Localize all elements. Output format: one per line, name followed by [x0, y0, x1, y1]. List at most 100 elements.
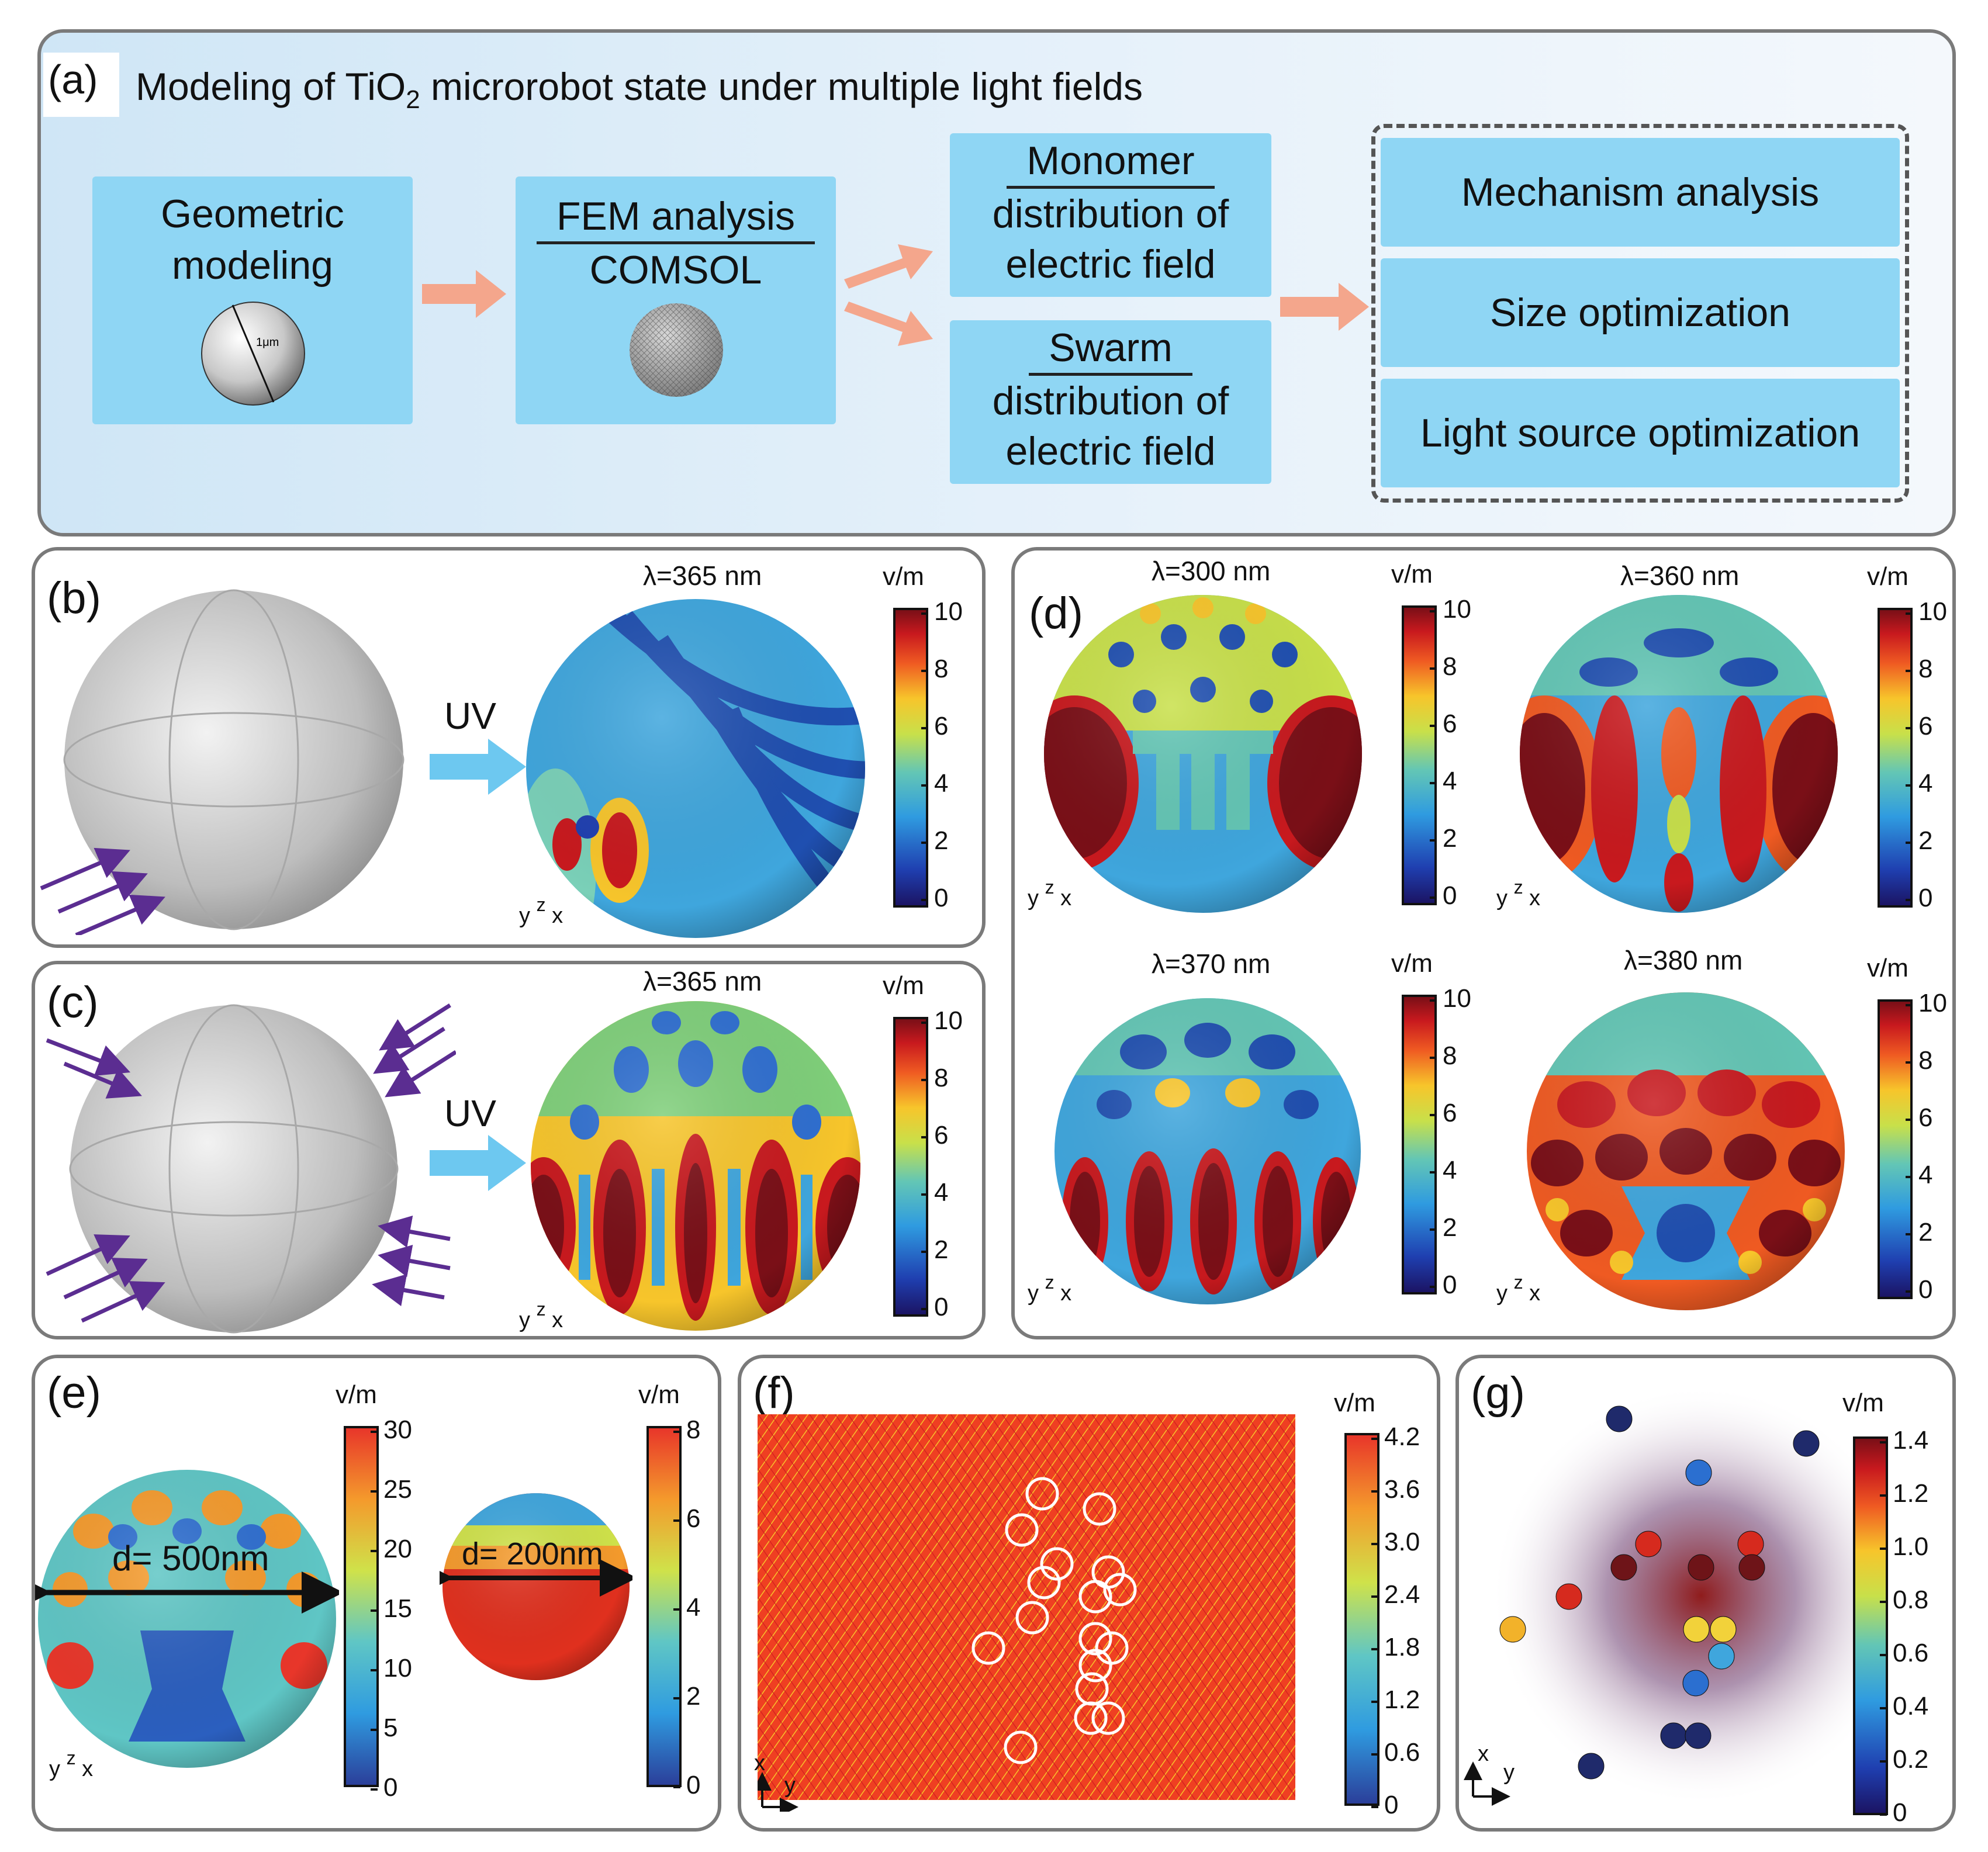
- wavelength-d1: λ=300 nm: [1152, 556, 1271, 586]
- colorbar-d4-tick-mark: [1906, 1176, 1913, 1178]
- colorbar-g-tick-label: 0.8: [1893, 1586, 1929, 1614]
- colorbar-e2-tick-label: 6: [686, 1504, 701, 1533]
- label-d: (d): [1029, 589, 1083, 638]
- colorbar-d1-tick-mark: [1430, 896, 1437, 899]
- colorbar-g-tick-label: 1.2: [1893, 1479, 1929, 1508]
- colorbar-d1: [1402, 605, 1437, 905]
- uv-arrow-c-icon: [430, 1135, 526, 1191]
- colorbar-e1-tick-mark: [371, 1788, 378, 1791]
- colorbar-f-tick-label: 2.4: [1384, 1580, 1420, 1609]
- colorbar-d4-tick-label: 0: [1918, 1275, 1933, 1304]
- colorbar-d4-tick-label: 10: [1918, 989, 1947, 1017]
- colorbar-g-tick-label: 1.4: [1893, 1426, 1929, 1455]
- colorbar-d4-tick-mark: [1906, 1119, 1913, 1121]
- colorbar-d3-tick-label: 0: [1443, 1271, 1457, 1299]
- colorbar-d3-tick-label: 10: [1443, 984, 1471, 1013]
- colorbar-e1-tick-label: 10: [383, 1654, 412, 1683]
- colorbar-f-tick-label: 3.0: [1384, 1528, 1420, 1556]
- unit-g: v/m: [1842, 1389, 1884, 1417]
- colorbar-c-tick-label: 2: [934, 1235, 949, 1264]
- colorbar-g-tick-mark: [1880, 1441, 1887, 1443]
- panel-a-title: Modeling of TiO2 microrobot state under …: [136, 65, 1143, 115]
- arrow-down-icon: [844, 302, 933, 346]
- sphere-mesh-icon: [630, 303, 723, 397]
- colorbar-e2-tick-mark: [673, 1608, 680, 1611]
- colorbar-d4-tick-mark: [1906, 1290, 1913, 1293]
- colorbar-c-tick-mark: [921, 1136, 928, 1138]
- swarm-particles-g: [1464, 1385, 1871, 1806]
- colorbar-f-tick-label: 4.2: [1384, 1422, 1420, 1451]
- colorbar-d1-tick-label: 6: [1443, 709, 1457, 738]
- colorbar-e2-tick-mark: [673, 1786, 680, 1788]
- colorbar-c-tick-label: 8: [934, 1064, 949, 1092]
- colorbar-c-tick-mark: [921, 1022, 928, 1024]
- colorbar-d2-tick-mark: [1906, 727, 1913, 729]
- colorbar-e2-tick-mark: [673, 1431, 680, 1433]
- output-light-source-optimization: Light source optimization: [1381, 379, 1900, 487]
- box-geometric-modeling: Geometric modeling 1μm: [92, 176, 413, 424]
- colorbar-d3-tick-mark: [1430, 1114, 1437, 1116]
- colorbar-c-tick-mark: [921, 1193, 928, 1196]
- colorbar-d4: [1878, 999, 1913, 1299]
- colorbar-b-tick-mark: [921, 899, 928, 901]
- colorbar-b-tick-label: 10: [934, 597, 963, 626]
- axes-d2: y z x: [1496, 877, 1541, 911]
- axes-e: y z x: [49, 1747, 94, 1781]
- colorbar-f-tick-label: 3.6: [1384, 1475, 1420, 1504]
- colorbar-e2-tick-label: 4: [686, 1593, 701, 1622]
- geometric-line-1: Geometric: [161, 192, 344, 236]
- axis-g-x: x: [1478, 1742, 1489, 1766]
- colorbar-e1-tick-mark: [371, 1669, 378, 1671]
- colorbar-d1-tick-mark: [1430, 839, 1437, 842]
- heatmap-sphere-e-small: [440, 1493, 632, 1680]
- wavelength-d3: λ=370 nm: [1152, 948, 1271, 979]
- heatmap-sphere-c: [531, 1001, 860, 1331]
- colorbar-d1-tick-label: 0: [1443, 881, 1457, 910]
- swarm-line-2: distribution of: [992, 379, 1229, 423]
- geometric-line-2: modeling: [172, 243, 333, 288]
- unit-d2: v/m: [1867, 562, 1909, 591]
- colorbar-f-tick-mark: [1371, 1806, 1378, 1808]
- colorbar-c: [893, 1017, 928, 1317]
- axis-f-y: y: [784, 1773, 796, 1798]
- colorbar-d3: [1402, 995, 1437, 1294]
- colorbar-e1-tick-label: 30: [383, 1415, 412, 1444]
- colorbar-g-tick-label: 0.6: [1893, 1639, 1929, 1667]
- fem-bottom-text: COMSOL: [589, 248, 762, 292]
- colorbar-g: [1853, 1436, 1888, 1815]
- unit-e2: v/m: [638, 1380, 680, 1409]
- colorbar-e2-tick-label: 8: [686, 1415, 701, 1444]
- uv-label-b: UV: [444, 695, 496, 737]
- colorbar-c-tick-label: 4: [934, 1178, 949, 1207]
- colorbar-f-tick-label: 1.2: [1384, 1685, 1420, 1714]
- colorbar-b-tick-label: 8: [934, 655, 949, 683]
- colorbar-f-tick-mark: [1371, 1490, 1378, 1493]
- monomer-top-text: Monomer: [1007, 136, 1215, 189]
- colorbar-e2: [646, 1426, 682, 1787]
- colorbar-g-tick-mark: [1880, 1494, 1887, 1497]
- output-mechanism-analysis: Mechanism analysis: [1381, 138, 1900, 247]
- axes-d4: y z x: [1496, 1272, 1541, 1306]
- colorbar-d2-tick-label: 2: [1918, 826, 1933, 855]
- diameter-500: d= 500nm: [112, 1539, 269, 1578]
- colorbar-d1-tick-label: 10: [1443, 595, 1471, 624]
- colorbar-d2-tick-mark: [1906, 670, 1913, 672]
- arrow-up-icon: [844, 244, 933, 289]
- colorbar-d1-tick-label: 2: [1443, 824, 1457, 853]
- axes-b: y z x: [519, 894, 563, 928]
- colorbar-e2-tick-mark: [673, 1697, 680, 1699]
- colorbar-d1-tick-label: 4: [1443, 767, 1457, 795]
- uv-label-c: UV: [444, 1092, 496, 1134]
- colorbar-b-tick-label: 4: [934, 769, 949, 798]
- colorbar-d2-tick-mark: [1906, 842, 1913, 844]
- heatmap-sphere-d3: [1054, 998, 1361, 1304]
- diameter-200: d= 200nm: [462, 1536, 603, 1571]
- colorbar-f-tick-mark: [1371, 1595, 1378, 1598]
- colorbar-f-tick-mark: [1371, 1648, 1378, 1650]
- colorbar-b-tick-label: 0: [934, 884, 949, 912]
- swarm-field-map-f: [758, 1414, 1295, 1812]
- colorbar-d4-tick-label: 6: [1918, 1103, 1933, 1132]
- colorbar-c-tick-mark: [921, 1079, 928, 1081]
- label-a: (a): [48, 57, 98, 102]
- heatmap-sphere-e-large: [35, 1470, 339, 1768]
